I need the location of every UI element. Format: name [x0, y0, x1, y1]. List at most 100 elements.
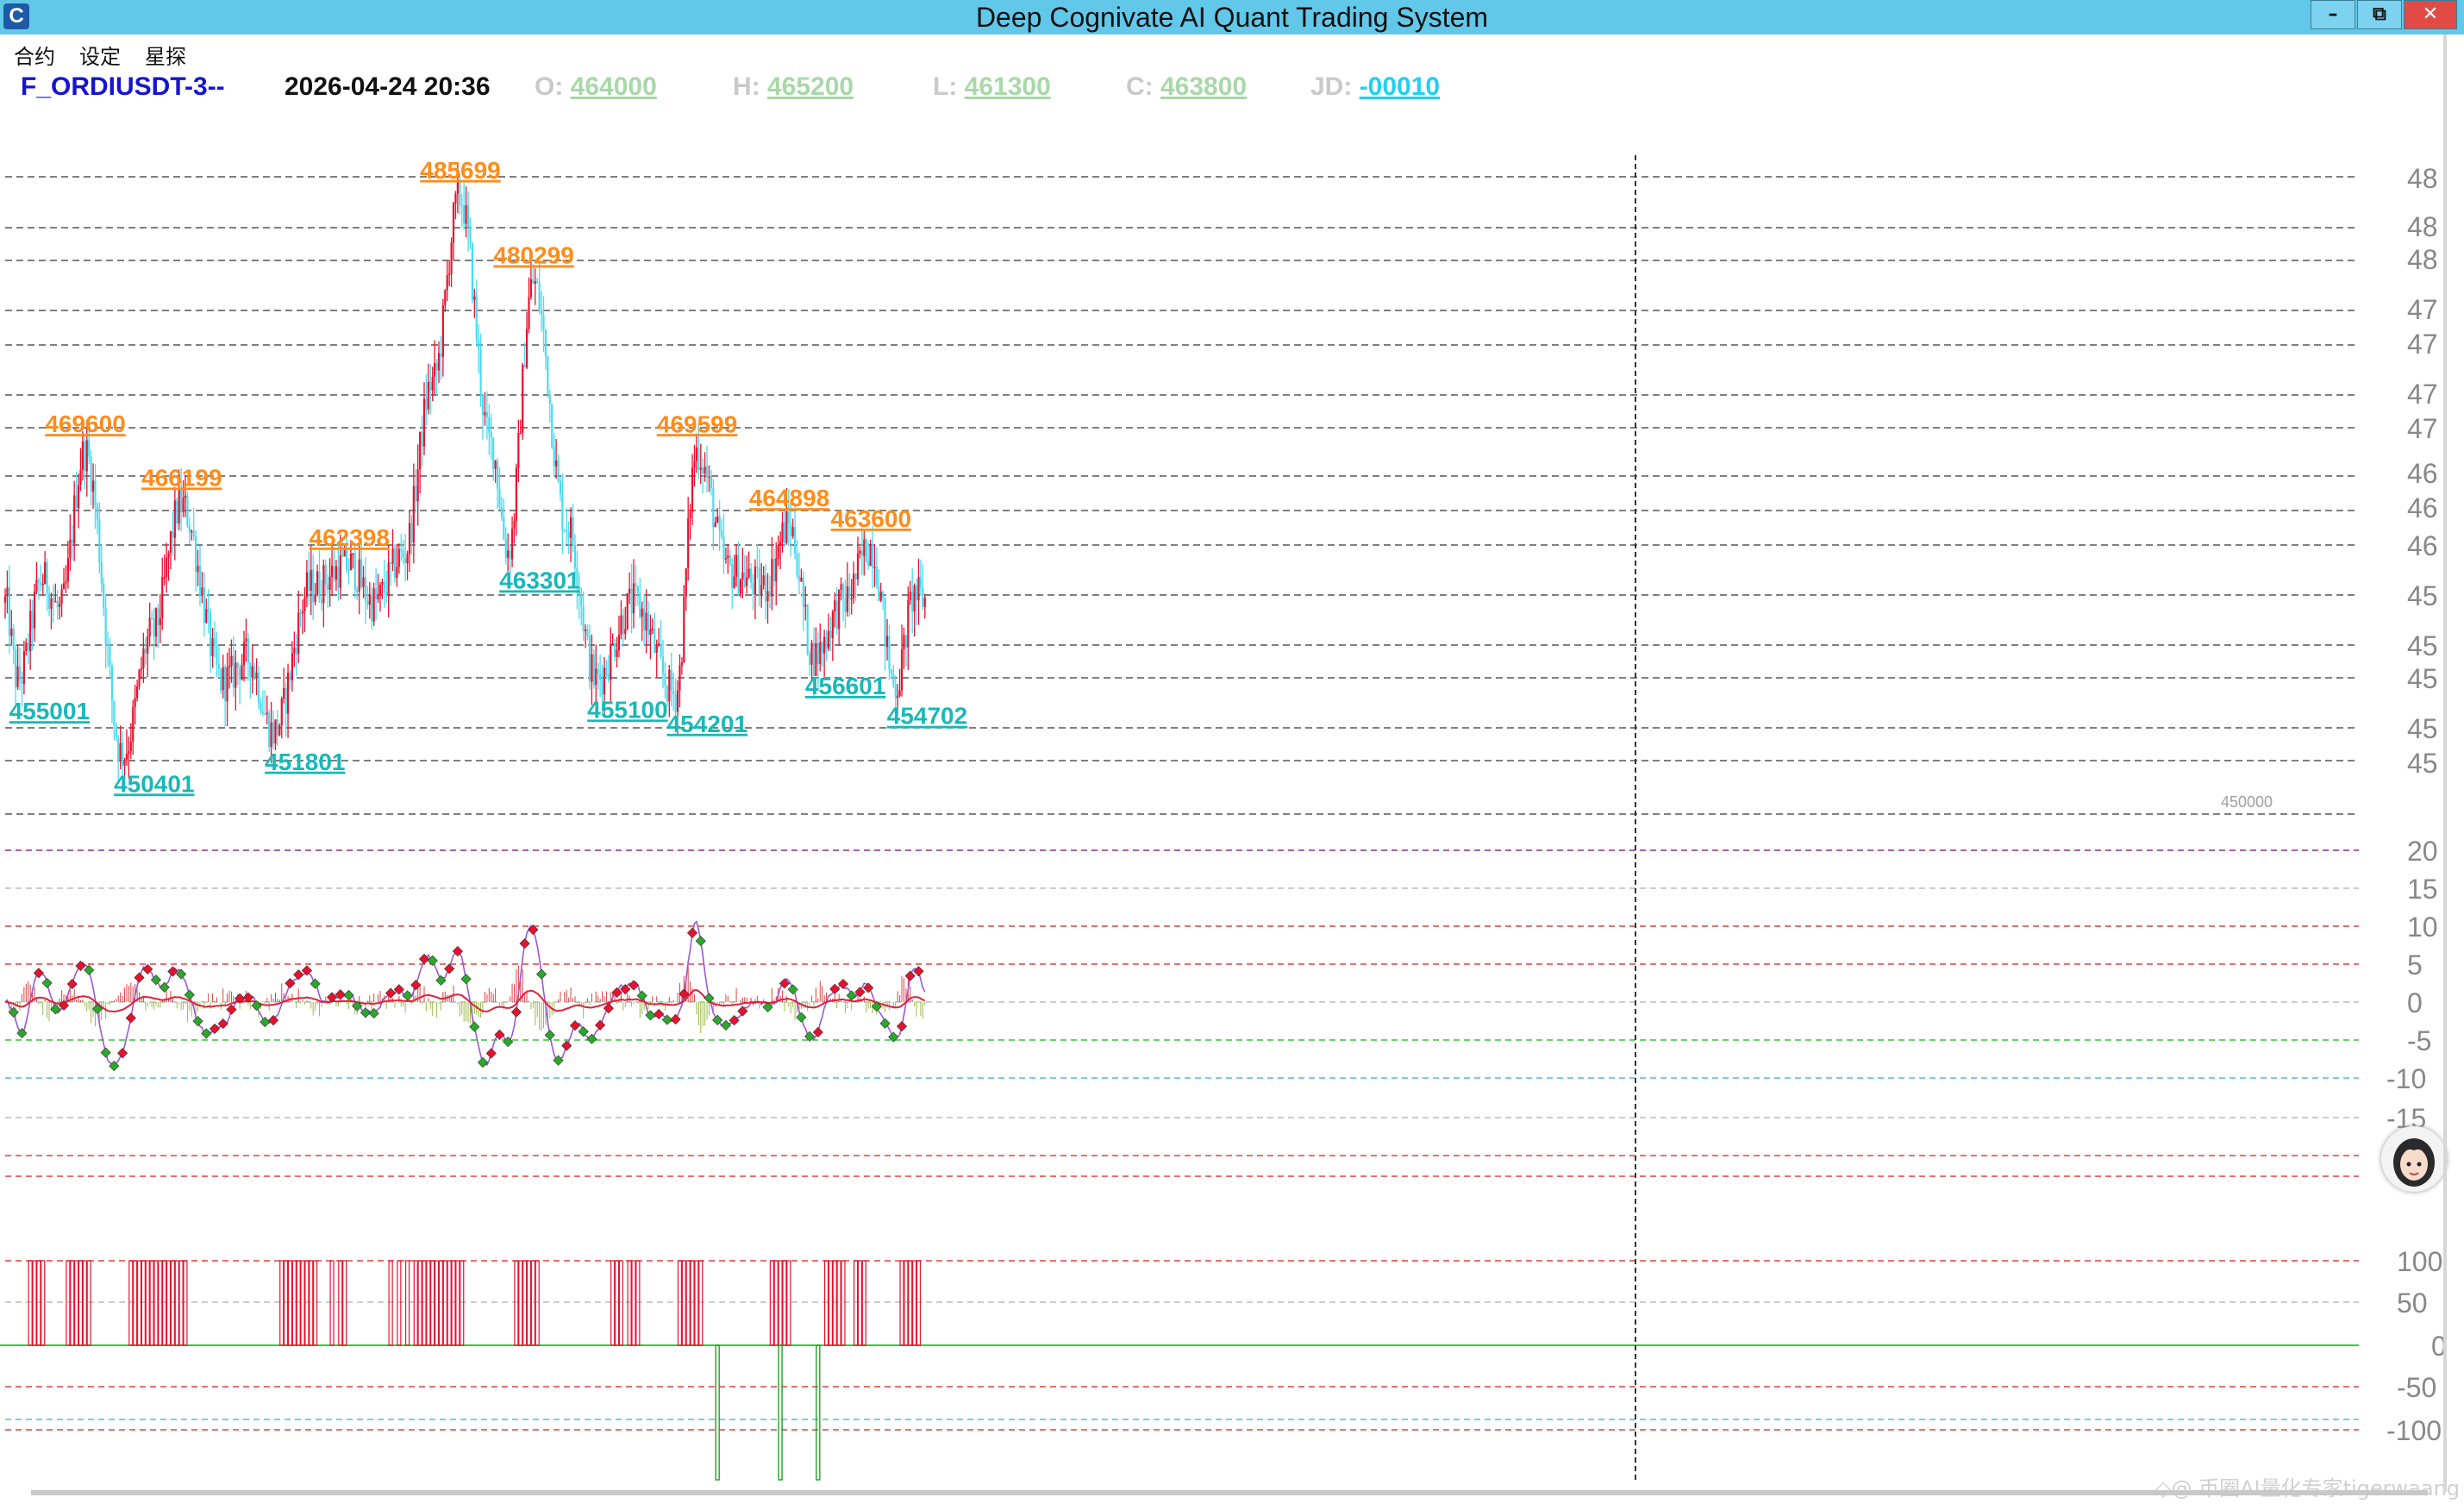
candle-body: [293, 648, 296, 654]
candle-body: [159, 617, 161, 625]
candle-body: [123, 760, 126, 766]
signal-bar-up: [857, 1260, 863, 1346]
symbol-label[interactable]: F_ORDIUSDT-3--: [21, 72, 225, 101]
candle-body: [863, 539, 866, 556]
candle-body: [450, 242, 453, 274]
candle-body: [129, 741, 132, 752]
candle-body: [327, 584, 329, 590]
candle-body: [224, 667, 227, 702]
candle-body: [320, 598, 323, 604]
candle-body: [37, 580, 40, 583]
signal-bar-up: [769, 1260, 774, 1346]
candle-body: [510, 529, 514, 560]
signal-bar-up: [86, 1260, 91, 1346]
candle-body: [148, 617, 151, 636]
candle-body: [479, 349, 482, 395]
candle-body: [907, 599, 910, 648]
candle-body: [802, 577, 804, 607]
candle-body: [283, 687, 285, 699]
candle-body: [278, 724, 281, 736]
menu-item-settings[interactable]: 设定: [79, 45, 121, 69]
horizontal-scrollbar[interactable]: [31, 1490, 2428, 1495]
candle-body: [641, 608, 643, 617]
oscillator-dot: [242, 992, 253, 1003]
datetime-label: 2026-04-24 20:36: [285, 72, 491, 101]
oscillator-dot: [578, 1026, 589, 1037]
minimize-button[interactable]: –: [2311, 0, 2355, 29]
signal-bar-up: [149, 1260, 154, 1346]
candle-body: [639, 592, 641, 617]
oscillator-dot: [50, 1004, 61, 1015]
candle-body: [176, 500, 178, 524]
candle-body: [821, 642, 823, 654]
candle-body: [441, 304, 444, 357]
candle-body: [595, 668, 597, 686]
title-bar[interactable]: C Deep Cognivate AI Quant Trading System…: [0, 0, 2464, 34]
candle-body: [167, 552, 170, 558]
candle-body: [274, 719, 277, 744]
candle-body: [456, 182, 459, 194]
candle-body: [247, 638, 249, 663]
candle-body: [276, 719, 278, 736]
candle-body: [408, 523, 411, 555]
signal-bar-up: [158, 1260, 163, 1346]
candle-body: [364, 577, 367, 602]
oscillator-dot: [251, 999, 262, 1012]
candle-body: [754, 566, 757, 595]
candle-body: [806, 605, 809, 655]
candle-body: [658, 643, 660, 646]
signal-axis-tick: 0: [2431, 1331, 2447, 1362]
candle-body: [22, 651, 25, 684]
oscillator-dot: [477, 1056, 489, 1068]
candle-body: [674, 694, 677, 712]
candle-body: [375, 588, 378, 599]
candle-body: [138, 669, 141, 687]
candle-body: [547, 356, 549, 396]
candle-body: [739, 580, 742, 594]
candle-body: [286, 672, 290, 714]
signal-bar-up: [388, 1260, 393, 1346]
restore-button[interactable]: ⧉: [2357, 0, 2402, 29]
candle-body: [295, 648, 297, 655]
oscillator-dot: [125, 1012, 136, 1024]
signal-bar-up: [313, 1260, 318, 1346]
vertical-scrollbar[interactable]: [2443, 34, 2447, 1492]
candle-body: [766, 591, 769, 602]
candle-body: [280, 699, 283, 725]
signal-bar-up: [438, 1260, 444, 1346]
candle-body: [591, 654, 593, 682]
candle-body: [850, 598, 853, 600]
candle-body: [390, 562, 392, 564]
signal-bar-up: [426, 1260, 431, 1346]
candle-body: [749, 568, 753, 584]
candle-body: [900, 649, 904, 691]
candle-body: [622, 615, 624, 635]
jd-value: -00010: [1359, 72, 1441, 101]
menu-item-explore[interactable]: 星探: [145, 45, 186, 69]
signal-bar-up: [170, 1260, 175, 1346]
signal-bar-up: [442, 1260, 447, 1346]
signal-bar-up: [70, 1260, 75, 1346]
candle-body: [588, 636, 591, 682]
candle-body: [760, 585, 763, 595]
candle-body: [643, 608, 646, 631]
menu-item-contract[interactable]: 合约: [14, 45, 55, 69]
candle-body: [245, 638, 247, 642]
grid-lines: [0, 176, 2359, 1431]
candle-body: [496, 461, 499, 489]
candle-body: [113, 700, 116, 725]
signal-bar-up: [178, 1260, 184, 1346]
close-button[interactable]: ✕: [2404, 0, 2457, 29]
oscillator-dot: [410, 980, 422, 991]
assistant-avatar-icon[interactable]: [2381, 1126, 2447, 1192]
peak-price-label: 466199: [141, 464, 222, 491]
oscillator-dot: [762, 1001, 773, 1012]
peak-price-label: 464898: [749, 485, 829, 511]
candle-body: [875, 567, 878, 586]
candle-body: [454, 193, 457, 204]
candle-body: [328, 576, 331, 590]
candle-body: [216, 645, 218, 665]
candle-body: [507, 550, 510, 558]
oscillator-dot: [134, 972, 145, 983]
